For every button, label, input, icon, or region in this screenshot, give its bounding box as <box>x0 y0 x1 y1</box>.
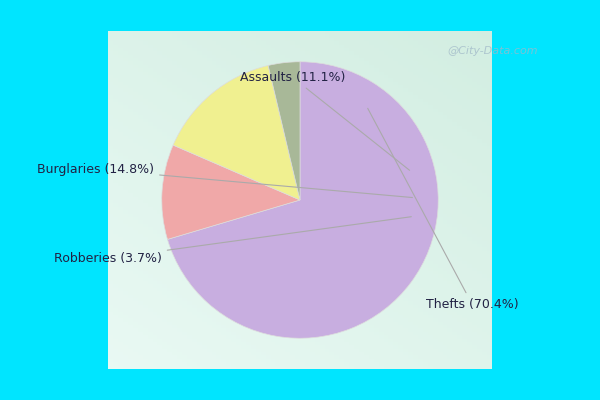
Text: Thefts (70.4%): Thefts (70.4%) <box>368 108 518 311</box>
Text: Robberies (3.7%): Robberies (3.7%) <box>54 217 411 265</box>
Text: Burglaries (14.8%): Burglaries (14.8%) <box>37 163 412 198</box>
Wedge shape <box>162 145 300 240</box>
Wedge shape <box>167 62 438 338</box>
Wedge shape <box>268 62 300 200</box>
Wedge shape <box>173 66 300 200</box>
Text: Assaults (11.1%): Assaults (11.1%) <box>239 71 410 170</box>
Text: @City-Data.com: @City-Data.com <box>448 46 538 56</box>
